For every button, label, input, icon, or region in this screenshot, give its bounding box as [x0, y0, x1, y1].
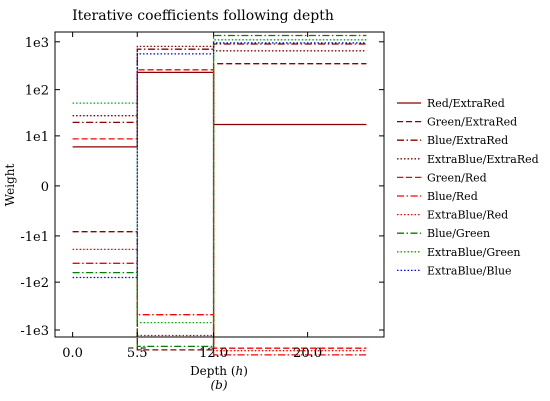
legend-label: ExtraBlue/Red — [427, 209, 508, 222]
x-tick-label: 5.5 — [127, 346, 148, 361]
x-axis-label-main: Depth ( — [190, 364, 235, 378]
legend-label: Blue/Red — [427, 190, 478, 203]
series-line-8 — [72, 34, 367, 348]
legend-label: ExtraBlue/Green — [427, 246, 521, 259]
x-tick-label: 20.0 — [293, 346, 322, 361]
legend: Red/ExtraRed Green/ExtraRed Blue/ExtraRed E… — [397, 97, 539, 277]
chart-title: Iterative coefficients following depth — [72, 8, 334, 24]
series-line-9 — [72, 39, 367, 324]
legend-label: Blue/Green — [427, 227, 490, 240]
legend-label: ExtraBlue/ExtraRed — [427, 153, 539, 166]
legend-label: Red/ExtraRed — [427, 97, 505, 110]
legend-label: ExtraBlue/Blue — [427, 264, 512, 277]
y-tick-label: 1e1 — [25, 130, 49, 145]
series-line-3 — [72, 43, 367, 124]
series-line-4 — [72, 45, 367, 117]
series-layer — [72, 34, 367, 356]
series-line-1 — [72, 71, 367, 148]
x-axis-label-close: ) — [243, 364, 248, 378]
y-tick-label: -1e3 — [20, 324, 49, 339]
x-axis: 0.0 5.5 12.0 20.0 — [62, 32, 322, 361]
y-tick-label: -1e2 — [20, 276, 49, 291]
y-axis-label: Weight — [3, 164, 17, 207]
series-line-7 — [72, 248, 367, 352]
y-tick-label: 1e3 — [25, 36, 49, 51]
x-axis-label-var: h — [236, 364, 244, 378]
y-tick-label: 0 — [41, 180, 49, 195]
x-tick-label: 12.0 — [199, 346, 228, 361]
legend-label: Blue/ExtraRed — [427, 134, 508, 147]
series-line-5 — [72, 69, 367, 349]
x-tick-label: 0.0 — [62, 346, 83, 361]
series-line-10 — [72, 42, 367, 279]
series-line-2 — [72, 63, 367, 351]
y-tick-label: -1e1 — [20, 230, 49, 245]
y-axis: 1e3 1e2 1e1 0 -1e1 -1e2 -1e3 — [20, 36, 384, 339]
x-axis-label: Depth (h) — [190, 364, 248, 378]
series-line-6 — [72, 262, 367, 356]
legend-label: Green/ExtraRed — [427, 116, 517, 129]
legend-label: Green/Red — [427, 171, 487, 184]
plot-frame — [54, 31, 385, 338]
x-axis-sublabel: (b) — [210, 378, 227, 392]
y-tick-label: 1e2 — [25, 84, 49, 99]
